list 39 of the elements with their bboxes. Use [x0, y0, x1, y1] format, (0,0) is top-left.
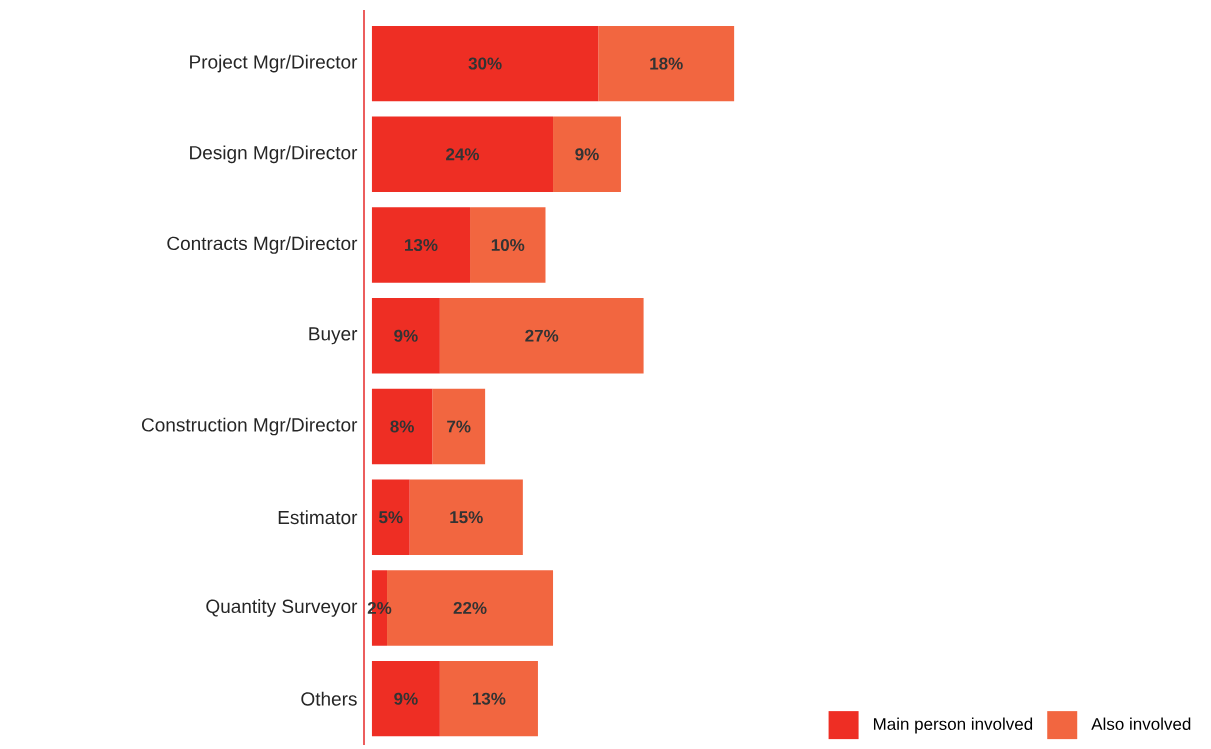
- data-label: 15%: [450, 511, 483, 524]
- data-label: 7%: [447, 420, 471, 433]
- bar: [371, 479, 410, 555]
- bar: [371, 116, 554, 192]
- data-label: 9%: [394, 692, 418, 705]
- y-tick-label: Construction Mgr/Director: [141, 417, 358, 436]
- y-tick-label: Estimator: [278, 510, 358, 525]
- data-label: 30%: [468, 57, 502, 70]
- bar: [371, 25, 599, 102]
- legend-label: Main person involved: [873, 717, 1033, 734]
- data-label: 22%: [453, 601, 487, 614]
- bar: [371, 388, 433, 465]
- data-label: 5%: [379, 511, 403, 524]
- data-label: 13%: [472, 692, 506, 705]
- bar: [553, 116, 621, 192]
- bar: [439, 661, 538, 737]
- data-label: 9%: [575, 148, 599, 161]
- data-label: 9%: [394, 329, 418, 342]
- bar: [439, 298, 644, 374]
- bar: [371, 207, 471, 283]
- data-label: 10%: [491, 238, 525, 252]
- y-tick-label: Project Mgr/Director: [190, 54, 358, 73]
- data-label: 18%: [650, 57, 683, 70]
- y-tick-label: Others: [301, 691, 357, 706]
- data-label: 8%: [390, 420, 414, 433]
- data-label: 27%: [525, 329, 559, 342]
- legend-label: Also involved: [1091, 717, 1191, 731]
- bar: [409, 479, 523, 555]
- bar: [371, 661, 440, 737]
- bar: [432, 388, 486, 465]
- bar: [598, 25, 735, 102]
- data-label: 13%: [405, 238, 438, 252]
- y-tick-label: Design Mgr/Director: [190, 145, 358, 164]
- y-tick-label: Buyer: [309, 327, 358, 345]
- bar: [470, 207, 546, 283]
- y-tick-label: Contracts Mgr/Director: [167, 236, 358, 254]
- bar: [371, 298, 440, 374]
- y-tick-label: Quantity Surveyor: [206, 599, 358, 617]
- data-label: 24%: [446, 148, 480, 161]
